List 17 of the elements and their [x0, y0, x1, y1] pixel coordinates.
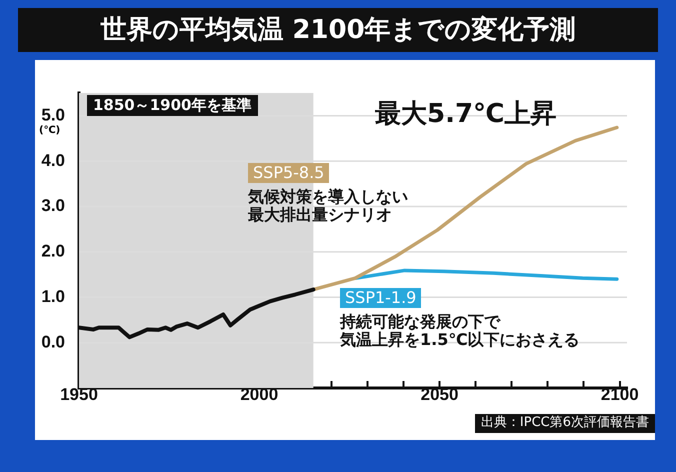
- annotation: 気温上昇を1.5℃以下におさえる: [340, 330, 580, 350]
- chart-title: 世界の平均気温 2100年までの変化予測: [18, 8, 658, 52]
- y-tick-label: 0.0: [41, 332, 65, 352]
- y-tick-label: 2.0: [41, 242, 65, 261]
- y-tick-label: 3.0: [41, 196, 65, 216]
- source-note: 出典：IPCC第6次評価報告書: [474, 414, 655, 433]
- annotation: 最大排出量シナリオ: [248, 205, 392, 224]
- annotation: 最大5.7℃上昇: [375, 99, 557, 130]
- y-tick-label: 5.0: [41, 105, 65, 124]
- y-axis-title: (℃): [39, 124, 60, 136]
- series-label: SSP1-1.9: [340, 288, 422, 308]
- annotation: 持続可能な発展の下で: [340, 312, 500, 332]
- text: SSP5-8.5: [248, 163, 330, 184]
- y-tick-label: 4.0: [41, 150, 65, 170]
- y-tick-label: 1.0: [41, 286, 65, 306]
- band-label: 1850～1900年を基準: [87, 95, 258, 116]
- annotation: 気候対策を導入しない: [248, 187, 408, 206]
